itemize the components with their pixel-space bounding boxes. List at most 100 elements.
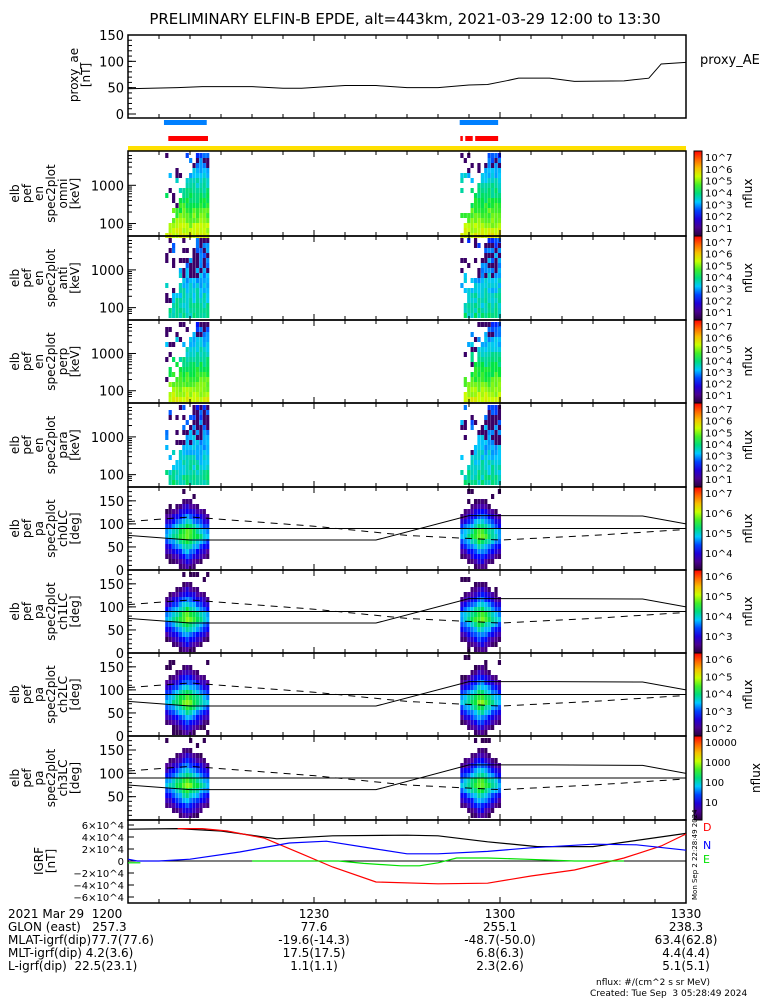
spectrogram-pixel [165,768,169,773]
spectrogram-pixel [168,308,172,313]
spectrogram-pixel [199,685,203,690]
spectrogram-pixel [168,763,172,768]
spectrogram-pixel [473,313,478,318]
spectrogram-pixel [491,203,495,208]
spectrogram-pixel [199,313,203,318]
spectrogram-pixel [178,632,183,637]
spectrogram-pixel [467,773,471,778]
spectrogram-pixel [477,460,481,465]
spectrogram-pixel [473,337,478,342]
spectrogram-pixel [480,602,484,607]
spectrogram-pixel [199,173,203,178]
spectrogram-pixel [175,223,179,228]
spectrogram-pixel [202,450,206,455]
spectrogram-pixel [182,475,186,480]
spectrogram-pixel [172,602,176,607]
spectrogram-pixel [484,372,488,377]
spectrogram-pixel [467,705,471,710]
spectrogram-pixel [168,539,172,544]
spectrogram-pixel [484,243,488,248]
spectrogram-pixel [199,622,203,627]
spectrogram-pixel [480,773,484,778]
spectrogram-pixel [463,405,467,410]
spectrogram-pixel [480,587,484,592]
spectrogram-pixel [168,720,172,725]
spectrogram-pixel [491,405,495,410]
spectrogram-pixel [185,803,189,808]
y-axis-label-line: [nT] [44,849,58,873]
spectrogram-pixel [497,803,502,808]
spectrogram-pixel [470,514,474,519]
spectrogram-pixel [494,465,498,470]
spectrogram-pixel [463,612,467,617]
spectrogram-pixel [467,499,471,504]
spectrogram-pixel [491,208,495,213]
spectrogram-pixel [497,377,502,382]
spectrogram-pixel [494,803,498,808]
spectrogram-pixel [473,228,478,233]
spectrogram-pixel [497,372,502,377]
y-axis-label-line: pef [20,351,34,371]
spectrogram-pixel [182,617,186,622]
spectrogram-pixel [470,455,474,460]
spectrogram-pixel [189,720,193,725]
spectrogram-pixel [494,529,498,534]
spectrogram-pixel [195,572,200,577]
spectrogram-pixel [477,690,481,695]
spectrogram-pixel [189,372,193,377]
spectrogram-pixel [470,808,474,813]
spectrogram-pixel [189,803,193,808]
spectrogram-pixel [480,813,484,818]
spectrogram-pixel [467,597,471,602]
spectrogram-pixel [202,554,206,559]
spectrogram-pixel [487,392,491,397]
spectrogram-pixel [175,705,179,710]
spectrogram-pixel [491,460,495,465]
spectrogram-pixel [480,440,484,445]
spectrogram-pixel [477,647,481,652]
spectrogram-pixel [185,690,189,695]
spectrogram-pixel [470,627,474,632]
spectrogram-pixel [477,470,481,475]
spectrogram-pixel [202,783,206,788]
spectrogram-pixel [168,680,172,685]
spectrogram-pixel [165,377,169,382]
spectrogram-pixel [206,690,210,695]
spectrogram-pixel [494,445,498,450]
spectrogram-pixel [189,748,193,753]
spectrogram-pixel [182,607,186,612]
spectrogram-pixel [195,783,200,788]
spectrogram-pixel [182,763,186,768]
spectrogram-pixel [206,158,210,163]
spectrogram-pixel [195,337,200,342]
colorbar-tick-label: 10^4 [705,189,732,200]
spectrogram-pixel [491,288,495,293]
spectrogram-pixel [178,622,183,627]
spectrogram-pixel [484,534,488,539]
spectrogram-pixel [185,293,189,298]
spectrogram-pixel [175,758,179,763]
spectrogram-pixel [199,798,203,803]
spectrogram-pixel [494,308,498,313]
spectrogram-pixel [484,362,488,367]
spectrogram-pixel [494,153,498,158]
spectrogram-pixel [497,243,502,248]
spectrogram-pixel [185,178,189,183]
spectrogram-pixel [463,632,467,637]
spectrogram-pixel [189,529,193,534]
spectrogram-pixel [467,715,471,720]
spectrogram-pixel [192,183,196,188]
spectrogram-pixel [182,465,186,470]
spectrogram-pixel [185,499,189,504]
spectrogram-pixel [168,519,172,524]
spectrogram-pixel [497,778,502,783]
spectrogram-pixel [195,612,200,617]
spectrogram-pixel [494,642,498,647]
spectrogram-pixel [491,470,495,475]
spectrogram-pixel [168,675,172,680]
spectrogram-pixel [206,617,210,622]
spectrogram-pixel [494,470,498,475]
spectrogram-pixel [477,480,481,485]
spectrogram-pixel [192,725,196,730]
